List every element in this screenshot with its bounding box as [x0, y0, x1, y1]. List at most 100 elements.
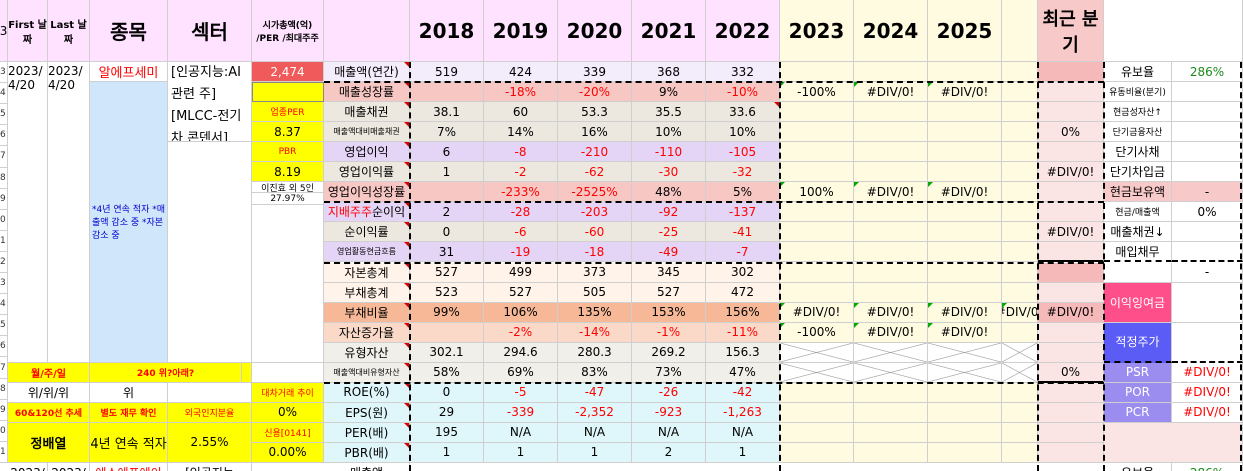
metric-label: 매출액대비매출채권	[324, 122, 410, 143]
metric-value: 10%	[632, 122, 706, 143]
metric-label: 부채비율	[324, 302, 410, 323]
forecast-value	[854, 202, 928, 223]
forecast-value	[1002, 422, 1038, 443]
header-recent-quarter[interactable]: 최근 분기	[1038, 0, 1104, 62]
recent-value	[1038, 102, 1104, 123]
metric-value: 1	[484, 442, 558, 463]
forecast-value: #DIV/0!	[854, 322, 928, 343]
header-year-2021[interactable]: 2021	[632, 0, 706, 62]
metric-value: 156.3	[706, 342, 780, 363]
metric-value: -41	[706, 222, 780, 243]
loss-note: 4년 연속 적자	[90, 422, 168, 463]
row-number: 9	[0, 399, 8, 421]
forecast-value	[928, 282, 1002, 303]
metric-value: 302.1	[410, 342, 484, 363]
recent-value	[1038, 242, 1104, 263]
header-first-date[interactable]: First 날짜	[8, 0, 48, 62]
header-year-2025[interactable]: 2025	[928, 0, 1002, 62]
forecast-value	[928, 202, 1002, 223]
metric-value: -62	[558, 162, 632, 183]
row-number: 6	[0, 336, 8, 358]
side-value	[1172, 142, 1243, 163]
recent-value	[1038, 402, 1104, 423]
forecast-value	[854, 442, 928, 463]
forecast-value	[854, 262, 928, 283]
recent-value: 0%	[1038, 122, 1104, 143]
header-year-2020[interactable]: 2020	[558, 0, 632, 62]
header-market-cap[interactable]: 시가총액(억) /PER /최대주주	[252, 0, 324, 62]
forecast-value	[1002, 202, 1038, 223]
forecast-value	[928, 162, 1002, 183]
forecast-value	[1002, 162, 1038, 183]
row-number: 1	[0, 230, 8, 252]
metric-value: -10%	[706, 82, 780, 103]
cap-row16	[252, 362, 324, 383]
side-value	[1172, 122, 1243, 143]
metric-value: -14%	[558, 322, 632, 343]
metric-value: -1%	[632, 322, 706, 343]
forecast-value	[1002, 222, 1038, 243]
metric-label: 지배주주 순이익	[324, 202, 410, 223]
side-value: #DIV/0!	[1172, 382, 1243, 403]
metric-value: -42	[706, 382, 780, 403]
header-sector[interactable]: 섹터	[168, 0, 252, 62]
header-side-blank	[1104, 0, 1243, 62]
side-label: 단기차입금	[1104, 162, 1172, 183]
metric-value: 2	[410, 202, 484, 223]
row-number: 8	[0, 378, 8, 400]
next-row-a: 2023/	[8, 463, 48, 471]
forecast-value	[854, 362, 928, 383]
metric-value: 280.3	[558, 342, 632, 363]
metric-value: -339	[484, 402, 558, 423]
header-year-2024[interactable]: 2024	[854, 0, 928, 62]
forecast-value	[854, 282, 928, 303]
header-year-2023[interactable]: 2023	[780, 0, 854, 62]
forecast-value: #DIV/0!	[928, 182, 1002, 203]
forecast-value	[1002, 82, 1038, 103]
forecast-value	[1002, 182, 1038, 203]
forecast-value	[780, 342, 854, 363]
metric-value: 9%	[632, 82, 706, 103]
recent-value	[1038, 382, 1104, 403]
metric-value	[410, 322, 484, 343]
row-number: 0	[0, 420, 8, 442]
metric-value: 5%	[706, 182, 780, 203]
header-stock[interactable]: 종목	[90, 0, 168, 62]
next-row-sector: [인공지능	[168, 463, 252, 471]
metric-label: 영업이익성장률	[324, 182, 410, 203]
metric-value: -20%	[558, 82, 632, 103]
metric-value: 527	[410, 262, 484, 283]
stock-name[interactable]: 알에프세미	[90, 62, 168, 83]
trend-label: 60&120선 추세	[8, 402, 90, 423]
row-number: 1	[0, 441, 8, 463]
metric-value: 269.2	[632, 342, 706, 363]
metric-value: -8	[484, 142, 558, 163]
metric-label: 순이익률	[324, 222, 410, 243]
forecast-value	[854, 162, 928, 183]
stock-notes: *4년 연속 적자 *매출액 감소 중 *자본 감소 중	[90, 82, 168, 363]
recent-value	[1038, 442, 1104, 463]
recent-value	[1038, 282, 1104, 303]
metric-label: 매출액(연간)	[324, 62, 410, 83]
metric-value: 0	[410, 382, 484, 403]
metric-value: 527	[632, 282, 706, 303]
header-year-2018[interactable]: 2018	[410, 0, 484, 62]
header-last-date[interactable]: Last 날짜	[48, 0, 90, 62]
next-row-b: 2023/	[48, 463, 90, 471]
header-year-2019[interactable]: 2019	[484, 0, 558, 62]
sector-cell: [인공지능:AI 관련 주][MLCC-전기차 콘덴서]	[168, 62, 252, 143]
row-number: 4	[0, 83, 8, 105]
metric-value: -2525%	[558, 182, 632, 203]
header-year-2022[interactable]: 2022	[706, 0, 780, 62]
metric-value: 10%	[706, 122, 780, 143]
side-label: PSR	[1104, 362, 1172, 383]
forecast-value	[780, 162, 854, 183]
row-number: 5	[0, 315, 8, 337]
recent-value: 0%	[1038, 362, 1104, 383]
metric-label: EPS(원)	[324, 402, 410, 423]
credit-value: 0.00%	[252, 442, 324, 463]
analyst-cell: 정배열	[8, 422, 90, 463]
forecast-value: #DIV/0!	[928, 322, 1002, 343]
metric-value: 195	[410, 422, 484, 443]
metric-value: 48%	[632, 182, 706, 203]
